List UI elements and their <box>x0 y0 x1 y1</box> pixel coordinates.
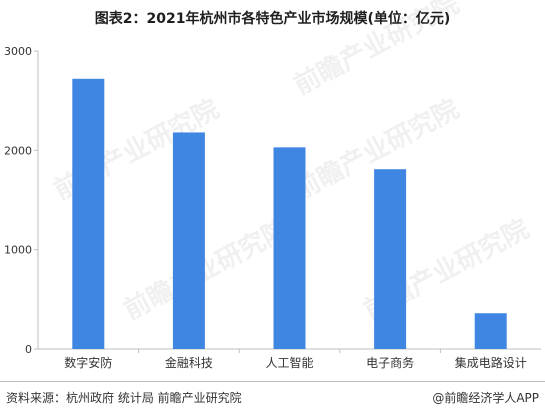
source-note: 资料来源：杭州政府 统计局 前瞻产业研究院 <box>6 391 242 405</box>
y-tick-label: 2000 <box>4 144 32 157</box>
bar <box>474 313 507 349</box>
y-tick-label: 1000 <box>4 244 32 257</box>
bar <box>374 169 407 349</box>
credit-note: @前瞻经济学人APP <box>432 391 539 405</box>
bar <box>72 78 105 350</box>
bar <box>273 147 306 349</box>
y-tick-label: 3000 <box>4 45 32 58</box>
x-category-label: 人工智能 <box>265 355 313 370</box>
x-category-label: 数字安防 <box>64 355 112 370</box>
chart-labels: 0 1000 2000 3000 数字安防 金融科技 人工智能 电子商务 集成电路设计 <box>4 45 527 370</box>
x-category-label: 电子商务 <box>366 355 414 370</box>
bar <box>172 132 205 349</box>
watermark-text: 前瞻产业研究院 <box>289 0 464 101</box>
footer-divider <box>0 381 545 382</box>
chart-bars <box>72 78 507 350</box>
chart-title: 图表2：2021年杭州市各特色产业市场规模(单位：亿元) <box>94 11 451 27</box>
x-category-label: 金融科技 <box>165 355 213 370</box>
watermark-text: 前瞻产业研究院 <box>119 213 294 326</box>
y-tick-label: 0 <box>25 343 32 356</box>
x-category-label: 集成电路设计 <box>455 355 527 370</box>
